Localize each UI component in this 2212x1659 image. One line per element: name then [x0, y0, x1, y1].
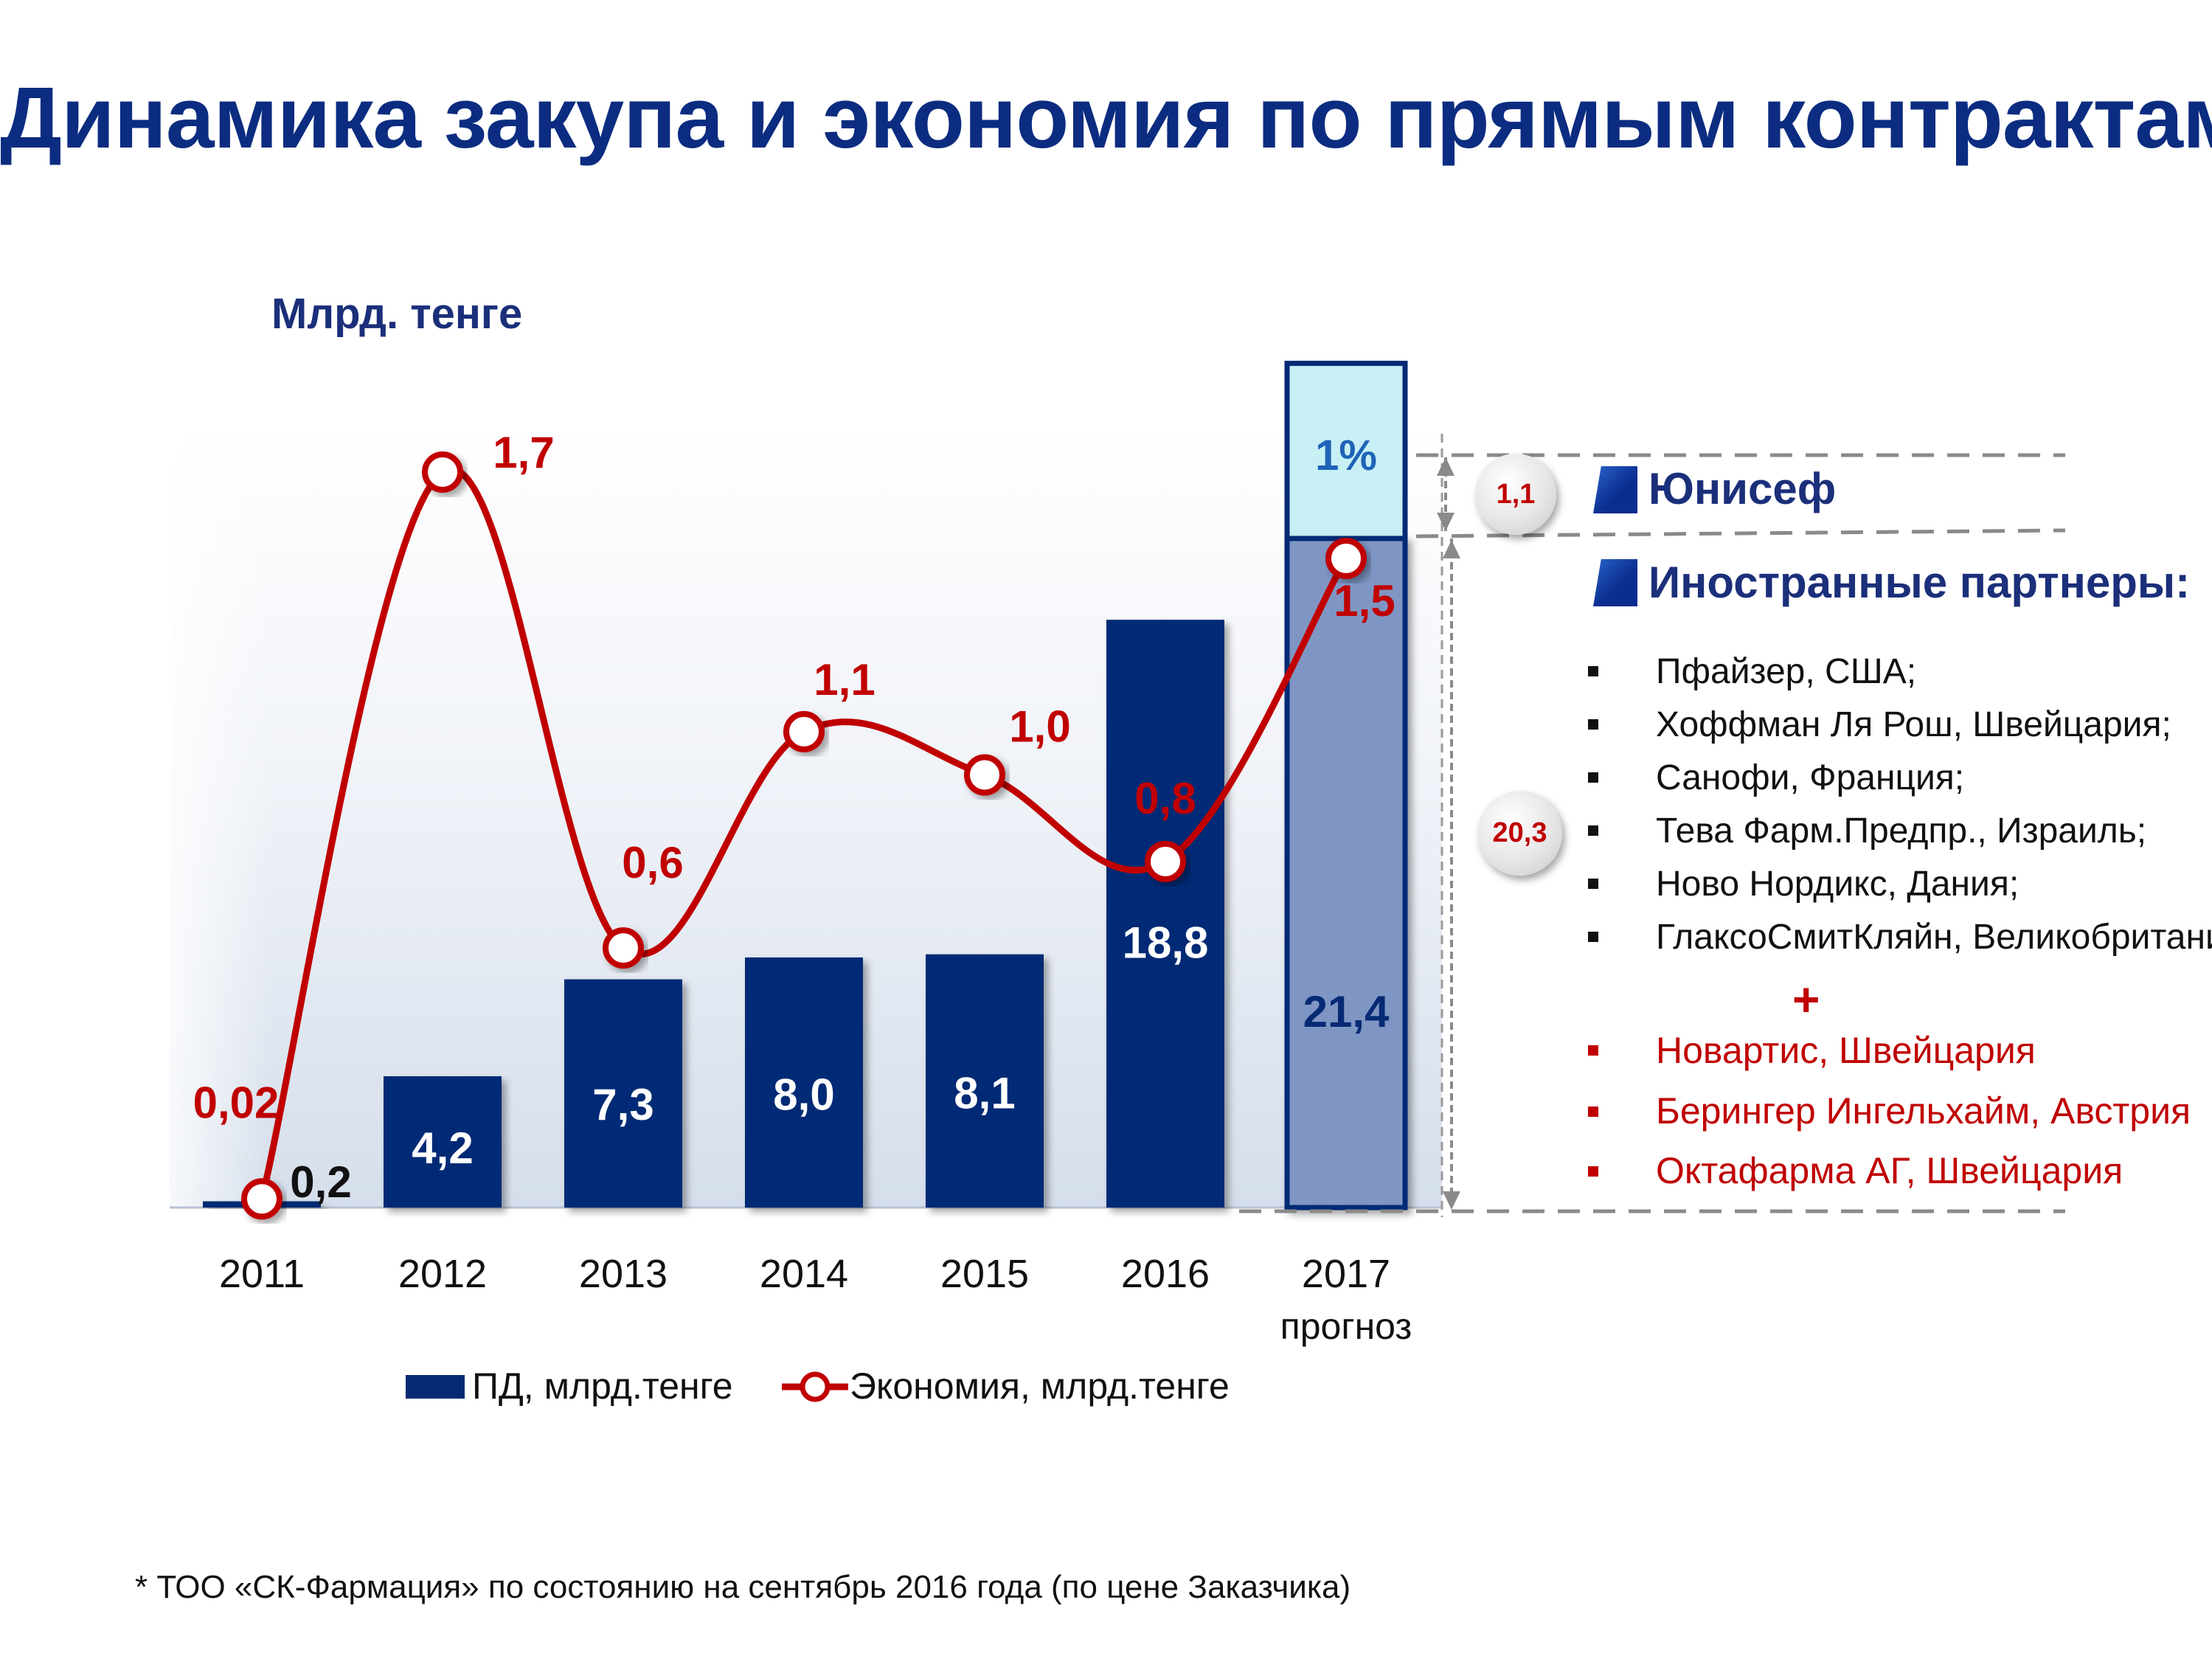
partner-item: Тева Фарм.Предпр., Израиль; — [1656, 811, 2147, 851]
bar-value-label: 0,2 — [290, 1157, 351, 1207]
legend-bar-swatch — [406, 1375, 465, 1399]
unicef-value-bubble: 1,1 — [1475, 454, 1556, 535]
economy-value-label: 0,8 — [1134, 774, 1196, 823]
unit-label: Млрд. тенге — [271, 290, 523, 338]
economy-point — [1145, 840, 1186, 882]
new-partner-item: Берингер Ингельхайм, Австрия — [1656, 1090, 2191, 1132]
bar-value-label: 4,2 — [412, 1123, 473, 1173]
foreign-value-bubble: 20,3 — [1477, 791, 1562, 876]
bar — [926, 954, 1044, 1208]
foreign-flag-icon — [1593, 559, 1637, 606]
economy-point — [1325, 538, 1367, 579]
x-tick-label: 2016 — [1121, 1252, 1210, 1296]
x-tick-label: 2014 — [760, 1252, 848, 1296]
bar-value-label: 21,4 — [1303, 987, 1390, 1036]
economy-value-label: 1,0 — [1009, 702, 1070, 752]
bar-value-label: 7,3 — [592, 1080, 653, 1129]
legend-bar-label: ПД, млрд.тенге — [472, 1365, 733, 1407]
economy-point — [964, 754, 1005, 796]
economy-value-label: 1,7 — [493, 428, 554, 477]
x-tick-label: 2015 — [940, 1252, 1029, 1296]
footnote: * ТОО «СК-Фармация» по состоянию на сент… — [135, 1569, 1351, 1605]
bar — [1106, 620, 1224, 1208]
x-tick-sublabel: прогноз — [1280, 1306, 1412, 1347]
plus-sign: + — [1792, 973, 1820, 1026]
x-tick-label: 2012 — [398, 1252, 487, 1296]
bar-value-label: 8,0 — [773, 1070, 834, 1119]
bar-value-label: 8,1 — [954, 1069, 1015, 1118]
partner-item: Санофи, Франция; — [1656, 758, 1965, 797]
partner-item: ГлаксоСмитКляйн, Великобритания — [1656, 918, 2212, 957]
economy-point — [783, 710, 825, 752]
partner-item: Пфайзер, США; — [1656, 652, 1917, 691]
economy-value-label: 0,6 — [622, 838, 683, 887]
foreign-label: Иностранные партнеры: — [1648, 558, 2191, 607]
bar — [564, 979, 682, 1208]
breakdown-brackets — [1239, 434, 2066, 1217]
bar-value-label: 18,8 — [1123, 918, 1209, 967]
unicef-flag-icon — [1593, 466, 1637, 513]
legend-line-marker — [800, 1371, 831, 1402]
economy-point — [241, 1178, 282, 1220]
economy-point — [422, 451, 463, 493]
economy-point — [603, 927, 644, 969]
unicef-label: Юнисеф — [1648, 464, 1837, 513]
forecast-top-segment-label: 1% — [1315, 432, 1377, 479]
partner-item: Ново Нордикс, Дания; — [1656, 865, 2019, 904]
new-partner-item: Октафарма АГ, Швейцария — [1656, 1150, 2123, 1191]
economy-value-label: 1,5 — [1334, 576, 1395, 626]
x-tick-label: 2013 — [579, 1252, 668, 1296]
x-tick-label: 2011 — [219, 1252, 305, 1296]
legend-line-label: Экономия, млрд.тенге — [850, 1365, 1230, 1407]
bar — [745, 957, 863, 1208]
economy-value-label: 0,02 — [193, 1078, 280, 1127]
partner-item: Хоффман Ля Рош, Швейцария; — [1656, 705, 2171, 744]
x-tick-label: 2017 — [1302, 1252, 1390, 1296]
economy-value-label: 1,1 — [814, 655, 875, 704]
forecast-top-segment — [1284, 361, 1408, 545]
new-partner-item: Новартис, Швейцария — [1656, 1030, 2036, 1071]
page-title: Динамика закупа и экономия по прямым кон… — [0, 69, 2212, 167]
legend — [406, 1371, 848, 1402]
bar — [384, 1076, 502, 1208]
